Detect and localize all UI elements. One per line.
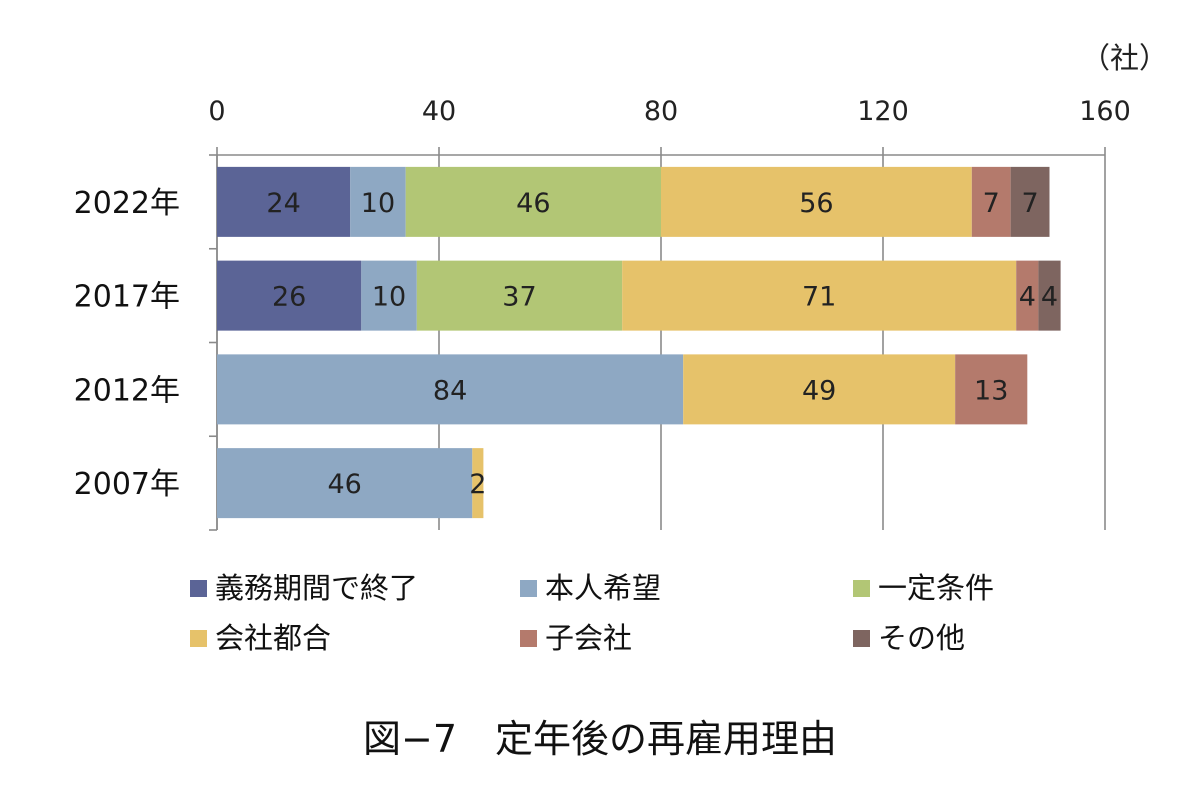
bar-segment <box>350 166 406 237</box>
x-axis-ticks: 0 40 80 120 160 <box>208 96 1130 127</box>
data-label: 84 <box>433 375 467 406</box>
legend-label: その他 <box>878 621 965 655</box>
legend-label: 本人希望 <box>545 571 661 605</box>
bar-segment <box>217 448 473 519</box>
bar-segment <box>661 166 972 237</box>
bar-segment <box>1010 166 1050 237</box>
bar-segment <box>361 260 417 331</box>
data-label: 7 <box>983 188 1000 219</box>
category-label: 2012年 <box>74 373 180 408</box>
x-tick-label: 120 <box>857 96 909 127</box>
legend-swatch <box>853 630 870 647</box>
bar-segment <box>217 166 351 237</box>
legend-label: 一定条件 <box>878 571 994 605</box>
bar-segment <box>971 166 1011 237</box>
chart-caption: 図−7 定年後の再雇用理由 <box>363 717 837 761</box>
data-label: 4 <box>1019 282 1036 313</box>
bar-segment <box>416 260 623 331</box>
category-label: 2022年 <box>74 186 180 221</box>
data-label: 13 <box>974 375 1008 406</box>
data-label: 10 <box>361 188 395 219</box>
legend-label: 義務期間で終了 <box>215 571 418 605</box>
bar-segment <box>217 354 684 425</box>
category-labels: 2022年 2017年 2012年 2007年 <box>74 186 180 502</box>
bar-segment <box>217 260 362 331</box>
x-tick-label: 40 <box>422 96 456 127</box>
data-label: 10 <box>372 282 406 313</box>
data-label: 49 <box>802 375 836 406</box>
legend-swatch <box>520 580 537 597</box>
legend-swatch <box>190 630 207 647</box>
bars: 24 10 46 56 7 7 26 10 37 71 4 4 84 49 13 46 2 <box>217 166 1061 519</box>
bar-segment <box>622 260 1017 331</box>
bar-segment <box>955 354 1028 425</box>
data-label: 37 <box>502 282 536 313</box>
x-tick-label: 160 <box>1079 96 1131 127</box>
category-label: 2007年 <box>74 467 180 502</box>
legend-swatch <box>520 630 537 647</box>
legend-label: 子会社 <box>545 621 632 655</box>
x-tick-label: 80 <box>644 96 678 127</box>
x-tick-label: 0 <box>208 96 225 127</box>
data-label: 46 <box>516 188 550 219</box>
bar-segment <box>472 448 484 519</box>
data-label: 56 <box>799 188 833 219</box>
data-label: 7 <box>1021 188 1038 219</box>
data-label: 26 <box>272 282 306 313</box>
legend-label: 会社都合 <box>215 621 331 655</box>
data-label: 2 <box>469 469 486 500</box>
data-label: 71 <box>802 282 836 313</box>
data-label: 4 <box>1041 282 1058 313</box>
bar-segment <box>683 354 956 425</box>
bar-segment <box>1016 260 1039 331</box>
legend-swatch <box>190 580 207 597</box>
legend-swatch <box>853 580 870 597</box>
unit-label: （社） <box>1081 41 1168 75</box>
data-label: 24 <box>266 188 300 219</box>
bar-segment <box>405 166 661 237</box>
category-label: 2017年 <box>74 280 180 315</box>
bar-segment <box>1038 260 1061 331</box>
data-label: 46 <box>327 469 361 500</box>
